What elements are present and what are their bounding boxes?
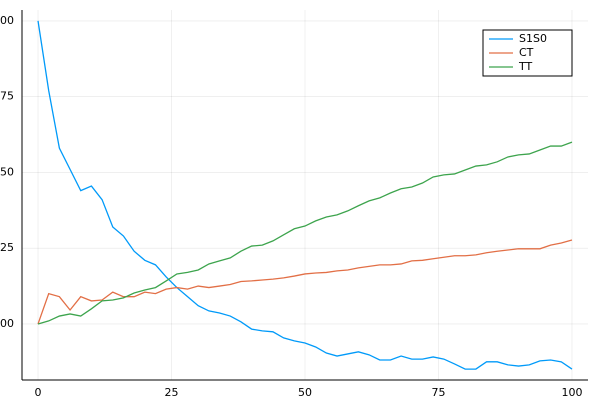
x-tick-label: 25	[165, 386, 179, 399]
legend-label: TT	[518, 60, 533, 73]
series-line	[37, 141, 573, 325]
x-tick-label: 75	[431, 386, 445, 399]
y-tick-label: 75	[0, 90, 14, 103]
x-tick-label: 100	[561, 386, 582, 399]
x-tick-label: 50	[298, 386, 312, 399]
series-line	[37, 20, 573, 370]
y-tick-label: 50	[0, 165, 14, 178]
y-tick-label: 00	[0, 14, 14, 27]
legend-label: CT	[519, 46, 534, 59]
x-tick-label: 0	[35, 386, 42, 399]
y-tick-label: 00	[0, 317, 14, 330]
legend-label: S1S0	[519, 32, 547, 45]
y-tick-label: 25	[0, 241, 14, 254]
